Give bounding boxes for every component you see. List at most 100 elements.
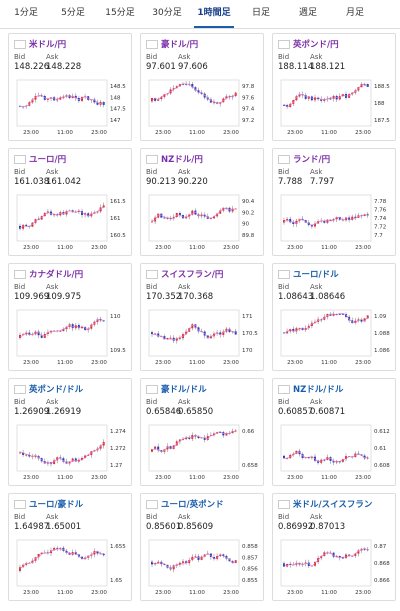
plot-frame: [280, 424, 372, 472]
rate-card[interactable]: NZドル/円 Bid Ask 90.213 90.220 90.4 90.2 90 89.8 23…: [140, 148, 264, 256]
candle-body: [314, 223, 316, 227]
x-tick-label: 11:00: [57, 245, 73, 251]
ask-value: 0.65850: [178, 407, 214, 417]
rate-card[interactable]: 米ドル/円 Bid Ask 148.226 148.228 148.5 148 147.5 14…: [8, 33, 132, 141]
pair-name[interactable]: 豪ドル/ドル: [161, 385, 207, 395]
candle-body: [354, 553, 357, 556]
rate-card[interactable]: 英ポンド/ドル Bid Ask 1.26909 1.26919 1.274 1.272 1.2…: [8, 378, 132, 486]
candle-body: [329, 457, 332, 461]
pair-name[interactable]: ユーロ/円: [29, 155, 67, 165]
candle-body: [366, 457, 369, 459]
tab[interactable]: 1時間足: [194, 0, 234, 28]
tab[interactable]: 30分足: [152, 8, 182, 18]
ask-label: Ask: [46, 398, 59, 406]
y-tick-label: 97.2: [242, 118, 254, 124]
pair-name[interactable]: ランド/円: [293, 155, 331, 165]
candle-body: [304, 220, 307, 223]
bid-label: Bid: [278, 283, 290, 291]
candle-body: [163, 94, 166, 97]
rate-card[interactable]: 英ポンド/円 Bid Ask 188.114 188.121 188.5 188 187.5 2…: [272, 33, 396, 141]
pair-name[interactable]: ユーロ/豪ドル: [29, 500, 84, 510]
tab[interactable]: 週足: [298, 8, 317, 18]
x-tick-label: 23:00: [355, 360, 371, 366]
rate-card[interactable]: ユーロ/ドル Bid Ask 1.08643 1.08646 1.09 1.088 1.086…: [272, 263, 396, 371]
bid-value: 1.08643: [278, 292, 314, 302]
pair-name[interactable]: スイスフラン/円: [161, 270, 224, 280]
candle-body: [43, 461, 46, 464]
candle-body: [323, 99, 326, 101]
candle-body: [197, 90, 200, 93]
y-tick-label: 171: [242, 314, 253, 320]
candle-body: [360, 84, 363, 88]
y-tick-label: 0.61: [374, 446, 386, 452]
candle-body: [182, 439, 184, 440]
tab[interactable]: 月足: [345, 8, 364, 18]
y-tick-label: 147.5: [110, 107, 126, 113]
x-tick-label: 11:00: [321, 245, 337, 251]
rate-card[interactable]: 豪ドル/円 Bid Ask 97.601 97.606 97.8 97.6 97.4 97.2 2…: [140, 33, 264, 141]
tab[interactable]: 1分足: [14, 8, 38, 18]
pair-name[interactable]: ユーロ/ドル: [293, 270, 339, 280]
y-tick-label: 1.09: [374, 314, 387, 320]
candle-body: [323, 459, 326, 461]
pair-name[interactable]: 英ポンド/ドル: [29, 385, 84, 395]
bid-value: 161.038: [14, 177, 50, 187]
candle-body: [163, 564, 166, 565]
candle-body: [351, 456, 354, 458]
candle-body: [166, 337, 169, 340]
candle-body: [341, 459, 344, 462]
rate-card[interactable]: ユーロ/豪ドル Bid Ask 1.64987 1.65001 1.655 1.65 23:0…: [8, 493, 132, 601]
rate-card[interactable]: 米ドル/スイスフラン Bid Ask 0.86992 0.87013 0.87 0.868 0…: [272, 493, 396, 601]
pair-name[interactable]: 英ポンド/円: [293, 40, 339, 50]
rate-card[interactable]: NZドル/ドル Bid Ask 0.60857 0.60871 0.612 0.61 0.60…: [272, 378, 396, 486]
x-tick-label: 11:00: [321, 590, 337, 596]
x-tick-label: 11:00: [57, 360, 73, 366]
candle-body: [363, 318, 366, 322]
bid-label: Bid: [146, 398, 158, 406]
bid-label: Bid: [146, 283, 158, 291]
candle-body: [74, 552, 77, 555]
rate-card[interactable]: ユーロ/英ポンド Bid Ask 0.85601 0.85609 0.858 0.857 0.…: [140, 493, 264, 601]
moving-average: [151, 431, 236, 453]
rate-card[interactable]: カナダドル/円 Bid Ask 109.969 109.975 110 109.5 23:00…: [8, 263, 132, 371]
pair-name[interactable]: 米ドル/円: [29, 40, 67, 50]
pair-name[interactable]: NZドル/円: [161, 155, 203, 165]
pair-name[interactable]: 豪ドル/円: [161, 40, 199, 50]
candle-body: [99, 207, 102, 212]
candle-body: [335, 555, 338, 557]
pair-name[interactable]: ユーロ/英ポンド: [161, 500, 224, 510]
ask-label: Ask: [310, 513, 323, 521]
candle-body: [341, 219, 344, 221]
candle-body: [310, 322, 313, 326]
rate-card[interactable]: ランド/円 Bid Ask 7.788 7.797 7.78 7.76 7.74 7.72 7.7…: [272, 148, 396, 256]
rate-card[interactable]: スイスフラン/円 Bid Ask 170.352 170.368 171 170.5 170 2…: [140, 263, 264, 371]
pair-name[interactable]: 米ドル/スイスフラン: [293, 500, 373, 510]
bid-label: Bid: [14, 168, 26, 176]
candle-body: [77, 325, 80, 329]
flag-icon: [14, 155, 26, 164]
tab[interactable]: 5分足: [61, 8, 85, 18]
moving-average: [19, 442, 104, 465]
candle-body: [307, 457, 310, 459]
pair-name[interactable]: NZドル/ドル: [293, 385, 344, 395]
tab[interactable]: 15分足: [105, 8, 135, 18]
tab[interactable]: 日足: [251, 8, 270, 18]
candle-body: [188, 560, 191, 564]
candle-body: [298, 327, 301, 329]
flag-icon: [278, 270, 290, 279]
flag-icon: [278, 385, 290, 394]
ask-label: Ask: [310, 168, 323, 176]
candle-body: [22, 334, 25, 336]
candle-body: [178, 439, 181, 442]
rate-card[interactable]: 豪ドル/ドル Bid Ask 0.65846 0.65850 0.66 0.658 23:00…: [140, 378, 264, 486]
rate-card[interactable]: ユーロ/円 Bid Ask 161.038 161.042 161.5 161 160.5 23…: [8, 148, 132, 256]
moving-average: [283, 84, 368, 108]
y-tick-label: 1.655: [110, 544, 126, 550]
candle-body: [81, 556, 83, 559]
pair-name[interactable]: カナダドル/円: [29, 270, 84, 280]
candle-body: [191, 324, 194, 329]
candle-body: [323, 220, 326, 223]
candle-body: [19, 334, 21, 338]
